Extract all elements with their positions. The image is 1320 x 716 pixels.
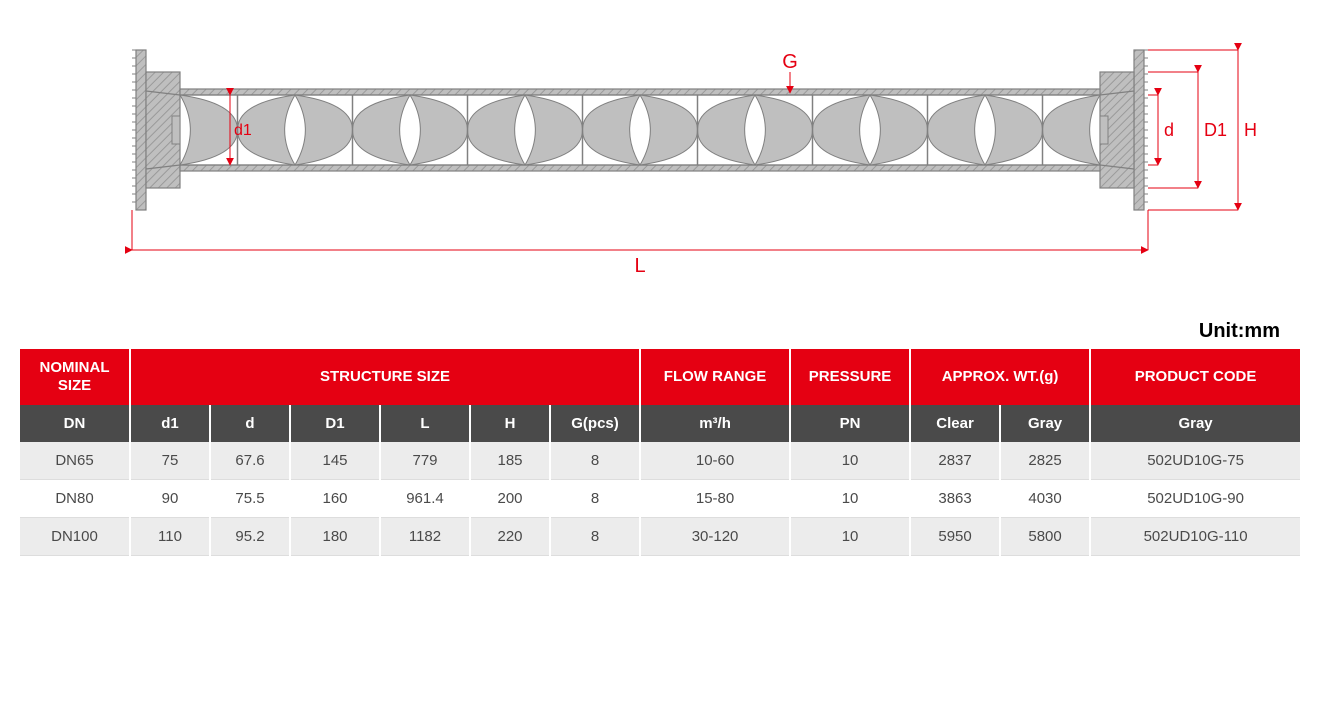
svg-text:d1: d1 — [234, 122, 252, 139]
th-H: H — [470, 405, 550, 442]
unit-label: Unit:mm — [20, 320, 1280, 343]
cell-clear: 5950 — [910, 518, 1000, 556]
cell-H: 200 — [470, 480, 550, 518]
th-flow: FLOW RANGE — [640, 349, 790, 405]
cell-flow: 30-120 — [640, 518, 790, 556]
cell-D1: 145 — [290, 442, 380, 480]
cell-flow: 10-60 — [640, 442, 790, 480]
cell-D1: 180 — [290, 518, 380, 556]
th-clear: Clear — [910, 405, 1000, 442]
th-gray: Gray — [1000, 405, 1090, 442]
th-structure: STRUCTURE SIZE — [130, 349, 640, 405]
cell-d1: 75 — [130, 442, 210, 480]
th-pn: PN — [790, 405, 910, 442]
cell-L: 779 — [380, 442, 470, 480]
cell-clear: 2837 — [910, 442, 1000, 480]
th-nominal: NOMINAL SIZE — [20, 349, 130, 405]
cell-d: 67.6 — [210, 442, 290, 480]
cell-D1: 160 — [290, 480, 380, 518]
cell-code: 502UD10G-75 — [1090, 442, 1300, 480]
th-G: G(pcs) — [550, 405, 640, 442]
spec-table-body: DN657567.6145779185810-601028372825502UD… — [20, 442, 1300, 556]
table-row: DN809075.5160961.4200815-801038634030502… — [20, 480, 1300, 518]
cell-d1: 110 — [130, 518, 210, 556]
cell-H: 185 — [470, 442, 550, 480]
th-L: L — [380, 405, 470, 442]
cell-dn: DN65 — [20, 442, 130, 480]
th-codeg: Gray — [1090, 405, 1300, 442]
cell-gray: 4030 — [1000, 480, 1090, 518]
cell-L: 1182 — [380, 518, 470, 556]
cell-d: 75.5 — [210, 480, 290, 518]
cell-gray: 5800 — [1000, 518, 1090, 556]
cell-gray: 2825 — [1000, 442, 1090, 480]
cell-flow: 15-80 — [640, 480, 790, 518]
cell-H: 220 — [470, 518, 550, 556]
cell-dn: DN80 — [20, 480, 130, 518]
cell-pn: 10 — [790, 518, 910, 556]
cell-d: 95.2 — [210, 518, 290, 556]
cell-dn: DN100 — [20, 518, 130, 556]
mixer-cross-section-svg: L Gd1 d D1 H — [20, 20, 1300, 280]
table-row: DN10011095.21801182220830-12010595058005… — [20, 518, 1300, 556]
th-d1: d1 — [130, 405, 210, 442]
cell-G: 8 — [550, 480, 640, 518]
svg-text:H: H — [1244, 120, 1257, 140]
cell-code: 502UD10G-110 — [1090, 518, 1300, 556]
th-flowu: m³/h — [640, 405, 790, 442]
cell-clear: 3863 — [910, 480, 1000, 518]
spec-table: NOMINAL SIZE STRUCTURE SIZE FLOW RANGE P… — [20, 349, 1300, 556]
th-weight: APPROX. WT.(g) — [910, 349, 1090, 405]
th-dn: DN — [20, 405, 130, 442]
svg-text:G: G — [782, 51, 798, 73]
technical-drawing: L Gd1 d D1 H — [20, 20, 1300, 280]
th-pressure: PRESSURE — [790, 349, 910, 405]
svg-text:D1: D1 — [1204, 120, 1227, 140]
cell-L: 961.4 — [380, 480, 470, 518]
cell-d1: 90 — [130, 480, 210, 518]
cell-code: 502UD10G-90 — [1090, 480, 1300, 518]
cell-G: 8 — [550, 518, 640, 556]
th-code: PRODUCT CODE — [1090, 349, 1300, 405]
cell-pn: 10 — [790, 442, 910, 480]
table-row: DN657567.6145779185810-601028372825502UD… — [20, 442, 1300, 480]
header-row-groups: NOMINAL SIZE STRUCTURE SIZE FLOW RANGE P… — [20, 349, 1300, 405]
th-D1c: D1 — [290, 405, 380, 442]
svg-text:L: L — [634, 255, 645, 277]
header-row-cols: DN d1 d D1 L H G(pcs) m³/h PN Clear Gray… — [20, 405, 1300, 442]
cell-G: 8 — [550, 442, 640, 480]
th-d: d — [210, 405, 290, 442]
svg-text:d: d — [1164, 120, 1174, 140]
cell-pn: 10 — [790, 480, 910, 518]
